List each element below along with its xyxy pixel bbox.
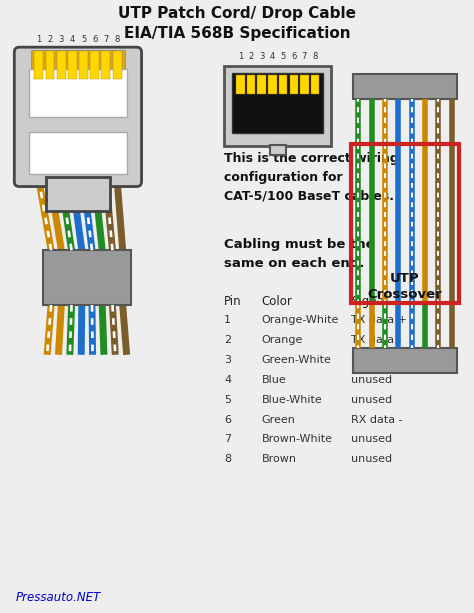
- Text: 6: 6: [92, 35, 97, 44]
- Text: 5: 5: [224, 395, 231, 405]
- Text: Pressauto.NET: Pressauto.NET: [15, 591, 100, 604]
- Bar: [290, 75, 298, 94]
- Bar: [279, 75, 287, 94]
- Bar: [79, 51, 88, 79]
- Text: 7: 7: [302, 52, 307, 61]
- Text: 1: 1: [238, 52, 243, 61]
- Bar: [68, 51, 77, 79]
- Bar: [268, 75, 277, 94]
- Bar: [232, 73, 323, 133]
- FancyBboxPatch shape: [224, 66, 331, 146]
- Bar: [57, 51, 65, 79]
- Text: 2: 2: [47, 35, 53, 44]
- Text: Brown-White: Brown-White: [262, 435, 333, 444]
- Text: 3: 3: [58, 35, 64, 44]
- Bar: [46, 51, 55, 79]
- Bar: [101, 51, 110, 79]
- Text: 1: 1: [224, 315, 231, 325]
- Bar: [247, 75, 255, 94]
- Text: 6: 6: [224, 414, 231, 425]
- Bar: [311, 75, 319, 94]
- Bar: [46, 177, 110, 211]
- Text: Orange-White: Orange-White: [262, 315, 339, 325]
- Text: unused: unused: [351, 395, 392, 405]
- Bar: [43, 250, 131, 305]
- Text: 4: 4: [224, 375, 231, 385]
- Text: Green: Green: [262, 414, 296, 425]
- Text: 4: 4: [270, 52, 275, 61]
- FancyBboxPatch shape: [14, 47, 142, 186]
- Bar: [29, 132, 127, 173]
- Text: unused: unused: [351, 435, 392, 444]
- Text: Green-White: Green-White: [262, 355, 332, 365]
- Text: 2: 2: [248, 52, 254, 61]
- Bar: [257, 75, 266, 94]
- Text: Blue-White: Blue-White: [262, 395, 323, 405]
- Text: Brown: Brown: [262, 454, 297, 464]
- Text: 5: 5: [81, 35, 86, 44]
- Text: unused: unused: [351, 454, 392, 464]
- Text: 3: 3: [259, 52, 264, 61]
- Text: Orange: Orange: [262, 335, 303, 345]
- Text: RX data -: RX data -: [351, 414, 403, 425]
- Bar: [29, 69, 127, 117]
- Text: TX data +: TX data +: [351, 315, 407, 325]
- Text: This is the correct wiring
configuration for
CAT-5/100 BaseT cables.: This is the correct wiring configuration…: [224, 151, 399, 203]
- Text: Cabling must be the
same on each end.: Cabling must be the same on each end.: [224, 238, 375, 270]
- Text: 1: 1: [36, 35, 41, 44]
- Text: RX data +: RX data +: [351, 355, 408, 365]
- Text: Pin: Pin: [224, 295, 242, 308]
- Text: 8: 8: [114, 35, 120, 44]
- Text: 8: 8: [312, 52, 318, 61]
- Text: 8: 8: [224, 454, 231, 464]
- Text: UTP Patch Cord/ Drop Cable
EIA/TIA 568B Specification: UTP Patch Cord/ Drop Cable EIA/TIA 568B …: [118, 6, 356, 41]
- Text: UTP
Crossover: UTP Crossover: [368, 272, 442, 301]
- Bar: [34, 51, 43, 79]
- Bar: [351, 143, 459, 303]
- Text: 6: 6: [291, 52, 296, 61]
- Bar: [270, 145, 286, 154]
- Bar: [353, 74, 457, 99]
- Bar: [300, 75, 309, 94]
- Text: 3: 3: [224, 355, 231, 365]
- Text: Blue: Blue: [262, 375, 287, 385]
- Bar: [31, 50, 125, 80]
- Text: 5: 5: [281, 52, 286, 61]
- Bar: [90, 51, 99, 79]
- Text: 7: 7: [103, 35, 109, 44]
- Bar: [236, 75, 245, 94]
- Text: TX data -: TX data -: [351, 335, 402, 345]
- Bar: [353, 348, 457, 373]
- Text: 4: 4: [70, 35, 75, 44]
- Text: unused: unused: [351, 375, 392, 385]
- Text: Color: Color: [262, 295, 293, 308]
- Text: 7: 7: [224, 435, 231, 444]
- Text: Signal: Signal: [351, 295, 388, 308]
- Bar: [113, 51, 121, 79]
- Text: 2: 2: [224, 335, 231, 345]
